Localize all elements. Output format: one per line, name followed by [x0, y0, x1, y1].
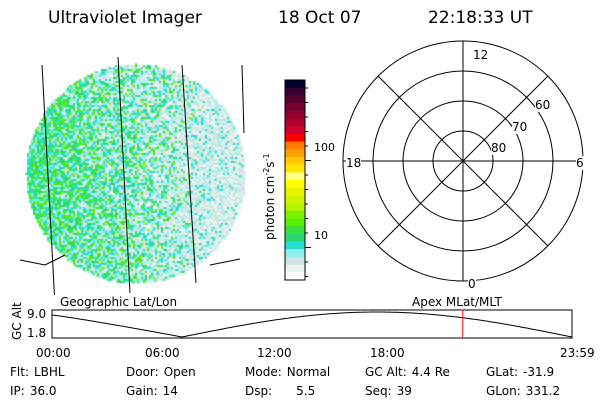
alt-xtick-3: 18:00: [370, 346, 405, 360]
colorbar-band: [285, 126, 305, 135]
status-glat: GLat: -31.9: [486, 365, 554, 379]
status-label: Mode:: [245, 365, 282, 379]
status-value: 331.2: [525, 384, 561, 398]
status-door: Door: Open: [126, 365, 196, 379]
status-value: 36.0: [29, 384, 57, 398]
alt-curve: [51, 311, 573, 338]
time-label: 22:18:33 UT: [428, 8, 533, 28]
colorbar-band: [285, 249, 305, 258]
colorbar-band: [285, 218, 305, 227]
colorbar-band: [285, 141, 305, 150]
alt-xtick-4: 23:59: [560, 346, 595, 360]
colorbar-band: [285, 118, 305, 127]
colorbar-band: [285, 133, 305, 143]
colorbar-band: [285, 272, 305, 281]
colorbar-band: [285, 80, 305, 89]
date-label: 18 Oct 07: [278, 8, 362, 28]
colorbar-band: [285, 203, 305, 212]
alt-ytick-9: 9.0: [27, 307, 47, 321]
status-glon: GLon: 331.2: [486, 384, 560, 398]
colorbar-band: [285, 149, 305, 158]
colorbar-band: [285, 241, 305, 250]
altitude-plot: [51, 309, 573, 339]
status-seq: Seq: 39: [365, 384, 412, 398]
status-value: 5.5: [296, 384, 316, 398]
alt-xtick-0: 00:00: [36, 346, 71, 360]
mlt-label-18: 18: [346, 156, 362, 170]
status-value: 14: [162, 384, 178, 398]
status-value: 39: [396, 384, 412, 398]
colorbar-band: [285, 103, 305, 112]
colorbar-band: [285, 210, 305, 219]
mlt-label-6: 6: [576, 156, 584, 170]
colorbar-frame: [284, 79, 306, 281]
colorbar-tick-100: 100: [314, 141, 335, 154]
polar-grid: [342, 40, 584, 282]
status-gain: Gain: 14: [126, 384, 178, 398]
alt-plot-frame: [51, 309, 573, 339]
colorbar-band: [285, 256, 305, 266]
status-label: GC Alt:: [365, 365, 407, 379]
alt-ytick-1.8: 1.8: [27, 326, 47, 340]
status-value: LBHL: [33, 365, 65, 379]
image-panel-label: Geographic Lat/Lon: [60, 295, 178, 309]
status-label: Door:: [126, 365, 159, 379]
alt-ylabel: GC Alt: [10, 302, 24, 340]
colorbar-band: [285, 172, 305, 181]
colorbar-band: [285, 264, 305, 273]
colorbar-label: photon cm-2s-1: [262, 153, 277, 240]
status-label: Flt:: [10, 365, 29, 379]
status-value: Normal: [286, 365, 331, 379]
colorbar-tick-10: 10: [314, 229, 328, 242]
status-label: Seq:: [365, 384, 392, 398]
colorbar: [284, 79, 311, 281]
colorbar-band: [285, 180, 305, 189]
status-label: GLat:: [486, 365, 519, 379]
status-label: Gain:: [126, 384, 158, 398]
colorbar-exp1: -2: [262, 167, 271, 176]
lat-label-80: 80: [491, 141, 507, 155]
status-mode: Mode: Normal: [245, 365, 330, 379]
status-ip: IP: 36.0: [10, 384, 57, 398]
status-flt: Flt: LBHL: [10, 365, 65, 379]
colorbar-band: [285, 156, 305, 166]
colorbar-band: [285, 87, 305, 96]
status-dsp: Dsp: 5.5: [245, 384, 315, 398]
lat-label-70: 70: [512, 120, 528, 134]
status-value: -31.9: [523, 365, 555, 379]
alt-xtick-1: 06:00: [145, 346, 180, 360]
colorbar-band: [285, 95, 305, 104]
colorbar-band: [285, 195, 305, 204]
uv-image: [0, 55, 280, 295]
colorbar-unit: photon cm: [263, 175, 277, 240]
status-gcalt: GC Alt: 4.4 Re: [365, 365, 450, 379]
colorbar-band: [285, 233, 305, 243]
colorbar-band: [285, 110, 305, 119]
mlt-label-12: 12: [473, 48, 489, 62]
polar-panel-label: Apex MLat/MLT: [412, 295, 502, 309]
status-value: 4.4 Re: [411, 365, 450, 379]
colorbar-band: [285, 164, 305, 173]
status-label: GLon:: [486, 384, 521, 398]
status-value: Open: [163, 365, 196, 379]
colorbar-exp2: -1: [262, 153, 271, 162]
status-label: Dsp:: [245, 384, 273, 398]
geo-grid-lines: [19, 56, 245, 295]
colorbar-band: [285, 187, 305, 196]
colorbar-band: [285, 226, 305, 235]
status-label: IP:: [10, 384, 25, 398]
lat-label-60: 60: [535, 98, 551, 112]
alt-xtick-2: 12:00: [257, 346, 292, 360]
instrument-title: Ultraviolet Imager: [48, 8, 202, 28]
colorbar-unit-s: s: [263, 161, 277, 168]
mlt-label-0: 0: [468, 277, 476, 291]
